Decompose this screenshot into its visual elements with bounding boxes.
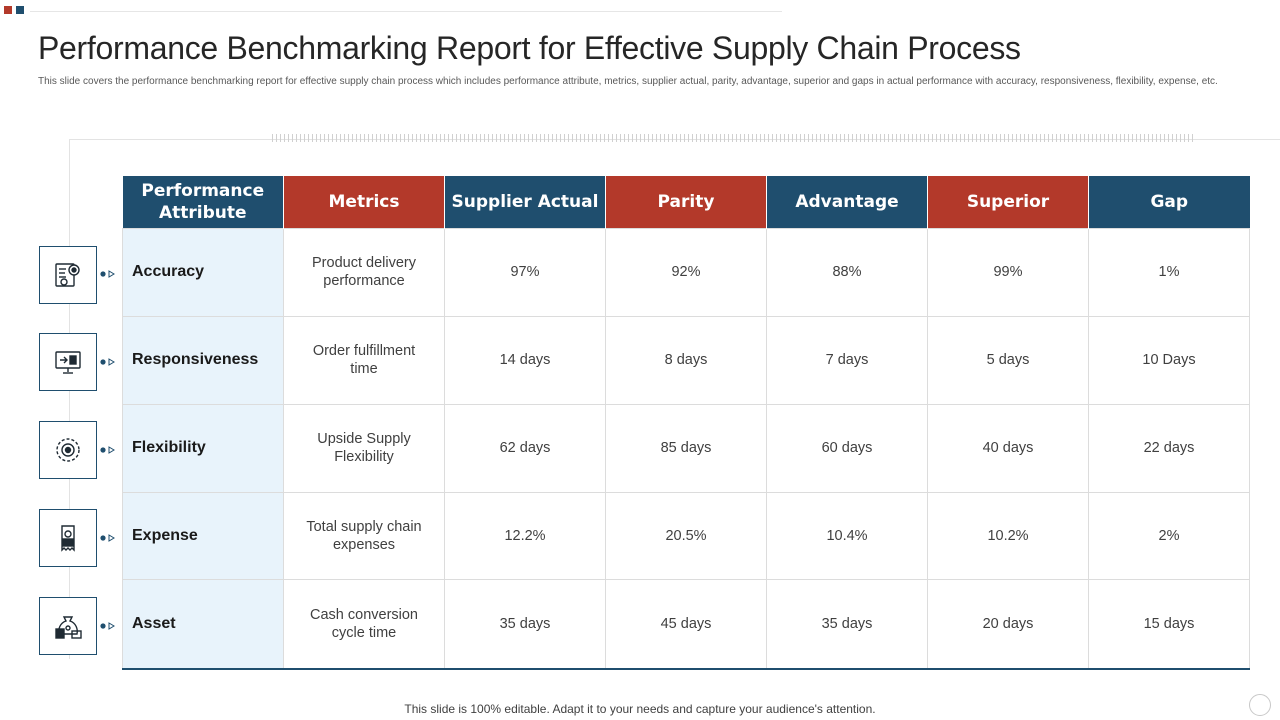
responsiveness-monitor-icon (39, 333, 97, 391)
footer-note: This slide is 100% editable. Adapt it to… (404, 702, 876, 716)
top-divider (30, 11, 782, 12)
header-advantage: Advantage (766, 176, 928, 229)
table-row: Asset Cash conversion cycle time 35 days… (122, 579, 1250, 670)
parity-cell: 85 days (605, 403, 767, 493)
supplier-actual-cell: 12.2% (444, 491, 606, 581)
corner-circle-decoration (1249, 694, 1271, 716)
gap-cell: 22 days (1088, 403, 1250, 493)
header-parity: Parity (605, 176, 767, 229)
logo-square-blue (16, 6, 24, 14)
metric-cell: Total supply chain expenses (283, 491, 445, 581)
gap-cell: 10 Days (1088, 315, 1250, 405)
connector-arrow (100, 534, 115, 542)
metric-cell: Order fulfillment time (283, 315, 445, 405)
metric-text: Order fulfillment time (312, 343, 416, 378)
benchmark-table: Performance Attribute Metrics Supplier A… (122, 176, 1250, 670)
advantage-cell: 60 days (766, 403, 928, 493)
frame-line-vertical (69, 139, 70, 659)
advantage-cell: 35 days (766, 579, 928, 670)
parity-cell: 20.5% (605, 491, 767, 581)
advantage-cell: 10.4% (766, 491, 928, 581)
metric-text: Upside Supply Flexibility (317, 431, 411, 466)
superior-cell: 20 days (927, 579, 1089, 670)
header-gap: Gap (1088, 176, 1250, 229)
metric-text: Total supply chain expenses (306, 519, 422, 553)
logo-square-red (4, 6, 12, 14)
header-supplier-actual: Supplier Actual (444, 176, 606, 229)
superior-cell: 5 days (927, 315, 1089, 405)
expense-receipt-icon (39, 509, 97, 567)
advantage-cell: 7 days (766, 315, 928, 405)
metric-cell: Product delivery performance (283, 228, 445, 317)
attribute-cell: Responsiveness (122, 315, 284, 405)
supplier-actual-cell: 62 days (444, 403, 606, 493)
metric-cell: Upside Supply Flexibility (283, 403, 445, 493)
header-performance-attribute: Performance Attribute (122, 176, 284, 229)
table-row: Accuracy Product delivery performance 97… (122, 228, 1250, 317)
table-row: Expense Total supply chain expenses 12.2… (122, 491, 1250, 581)
metric-text: Cash conversion cycle time (310, 607, 418, 642)
superior-cell: 10.2% (927, 491, 1089, 581)
attribute-cell: Asset (122, 579, 284, 670)
connector-arrow (100, 358, 115, 366)
flexibility-cycle-icon (39, 421, 97, 479)
connector-arrow (100, 622, 115, 630)
parity-cell: 8 days (605, 315, 767, 405)
parity-cell: 45 days (605, 579, 767, 670)
metric-text: Product delivery performance (312, 255, 416, 290)
parity-cell: 92% (605, 228, 767, 317)
header-superior: Superior (927, 176, 1089, 229)
attribute-cell: Expense (122, 491, 284, 581)
attribute-cell: Flexibility (122, 403, 284, 493)
table-row: Responsiveness Order fulfillment time 14… (122, 315, 1250, 405)
advantage-cell: 88% (766, 228, 928, 317)
header-metrics: Metrics (283, 176, 445, 229)
gap-cell: 1% (1088, 228, 1250, 317)
supplier-actual-cell: 97% (444, 228, 606, 317)
table-row: Flexibility Upside Supply Flexibility 62… (122, 403, 1250, 493)
decorative-dashed-band (272, 134, 1194, 142)
page-title: Performance Benchmarking Report for Effe… (38, 30, 1021, 66)
table-header-row: Performance Attribute Metrics Supplier A… (122, 176, 1250, 229)
asset-moneybag-icon (39, 597, 97, 655)
connector-arrow (100, 446, 115, 454)
metric-cell: Cash conversion cycle time (283, 579, 445, 670)
page-subtitle: This slide covers the performance benchm… (38, 76, 1218, 87)
attribute-cell: Accuracy (122, 228, 284, 317)
accuracy-document-icon (39, 246, 97, 304)
supplier-actual-cell: 35 days (444, 579, 606, 670)
supplier-actual-cell: 14 days (444, 315, 606, 405)
gap-cell: 2% (1088, 491, 1250, 581)
superior-cell: 40 days (927, 403, 1089, 493)
connector-arrow (100, 270, 115, 278)
superior-cell: 99% (927, 228, 1089, 317)
gap-cell: 15 days (1088, 579, 1250, 670)
